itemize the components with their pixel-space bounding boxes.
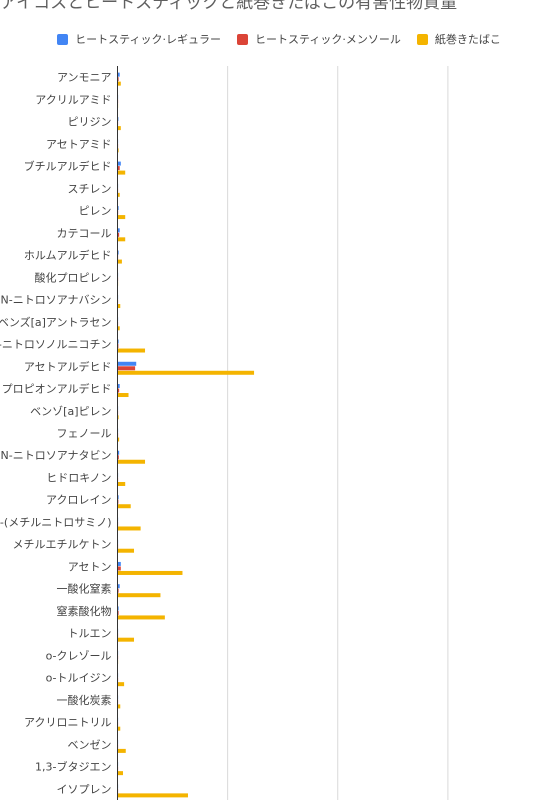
bar: [117, 593, 161, 598]
bar: [117, 793, 188, 798]
bar: [117, 72, 120, 77]
bar: [117, 232, 120, 237]
category-label: ベンズ[a]アントラセン: [0, 315, 112, 329]
bar: [117, 584, 120, 589]
chart-title: アイコスとヒートスティックと紙巻きたばこの有害性物質量: [0, 0, 458, 13]
category-label: o-トルイジン: [46, 672, 112, 685]
bar: [117, 459, 146, 464]
bar: [117, 370, 255, 375]
category-label: 1,3-ブタジエン: [35, 760, 111, 774]
bar: [117, 570, 183, 575]
category-label: N-ニトロソノルニコチン: [0, 338, 112, 351]
bar: [117, 237, 126, 242]
category-label: アセトアミド: [46, 138, 112, 151]
bar: [117, 615, 165, 620]
category-label: プロピオンアルデヒド: [2, 382, 112, 396]
legend-item[interactable]: ヒートスティック·メンソール: [237, 31, 401, 47]
category-label: N-ニトロソアナバシン: [1, 294, 112, 307]
category-label: アクリルアミド: [35, 93, 111, 106]
category-label: ヒドロキノン: [46, 471, 111, 484]
bar: [117, 250, 119, 255]
bar: [117, 548, 135, 553]
legend-label: 紙巻きたばこ: [434, 33, 501, 46]
legend-swatch: [416, 33, 428, 45]
bar: [117, 348, 146, 353]
legend: ヒートスティック·レギュラー ヒートスティック·メンソール 紙巻きたばこ: [0, 31, 558, 47]
bar: [117, 393, 129, 398]
category-label: ブチルアルデヒド: [24, 159, 112, 173]
category-label: 一酸化窒素: [57, 582, 112, 596]
category-label: 一酸化炭素: [57, 693, 112, 707]
legend-swatch: [57, 33, 69, 45]
bar: [117, 455, 119, 460]
category-label: トルエン: [68, 627, 112, 640]
bar: [117, 437, 120, 442]
category-label: イソプレン: [57, 783, 112, 796]
bar: [117, 726, 121, 731]
bar: [117, 388, 120, 393]
bar: [117, 170, 126, 175]
category-label: 4-(メチルニトロサミノ): [0, 516, 112, 529]
bar: [117, 588, 119, 593]
category-label: スチレン: [68, 182, 112, 195]
bar: [117, 384, 120, 389]
bar: [117, 77, 119, 82]
category-label: フェノール: [57, 427, 112, 440]
bar: [117, 339, 119, 344]
bar: [117, 361, 137, 366]
category-label: アクリロニトリル: [24, 716, 111, 729]
bar: [117, 228, 120, 233]
bar: [117, 206, 119, 211]
bar: [117, 259, 122, 264]
bar: [117, 561, 121, 566]
bar: [117, 366, 136, 371]
legend-label: ヒートスティック·レギュラー: [75, 33, 221, 46]
category-label: N-ニトロソアナタビン: [1, 449, 112, 462]
category-label: 窒素酸化物: [57, 604, 112, 618]
bar: [117, 126, 121, 131]
legend-item[interactable]: 紙巻きたばこ: [416, 31, 501, 47]
category-label: ピリジン: [68, 116, 112, 129]
bar: [117, 682, 125, 687]
bar: [117, 415, 119, 420]
legend-item[interactable]: ヒートスティック·レギュラー: [57, 31, 221, 47]
bar: [117, 504, 131, 509]
bar: [117, 526, 141, 531]
category-label: アクロレイン: [46, 494, 111, 507]
bar: [117, 495, 119, 500]
bar: [117, 304, 121, 309]
bar: [117, 606, 119, 611]
bar: [117, 81, 121, 86]
category-label: ピレン: [79, 205, 112, 218]
category-label: o-クレゾール: [46, 649, 112, 662]
bar: [117, 161, 121, 166]
category-label: アンモニア: [57, 71, 112, 84]
bar: [117, 215, 126, 220]
bar: [117, 481, 126, 486]
bar: [117, 748, 126, 753]
bar: [117, 166, 120, 171]
bar: [117, 771, 124, 776]
bar: [117, 610, 119, 615]
category-label: アセトン: [68, 560, 112, 573]
category-label: カテコール: [57, 227, 112, 240]
bar: [117, 450, 120, 455]
bar: [117, 148, 119, 153]
bar: [117, 637, 135, 642]
bar: [117, 704, 121, 709]
category-label: 酸化プロピレン: [35, 270, 112, 284]
bar: [117, 192, 120, 197]
bar: [117, 566, 121, 571]
bar: [117, 326, 120, 331]
legend-swatch: [237, 33, 248, 45]
category-label: ベンゾ[a]ピレン: [30, 405, 111, 418]
legend-label: ヒートスティック·メンソール: [255, 33, 401, 46]
category-label: ホルムアルデヒド: [24, 248, 112, 262]
category-label: アセトアルデヒド: [24, 359, 112, 373]
category-label: ベンゼン: [68, 738, 112, 751]
category-label: メチルエチルケトン: [13, 538, 112, 551]
